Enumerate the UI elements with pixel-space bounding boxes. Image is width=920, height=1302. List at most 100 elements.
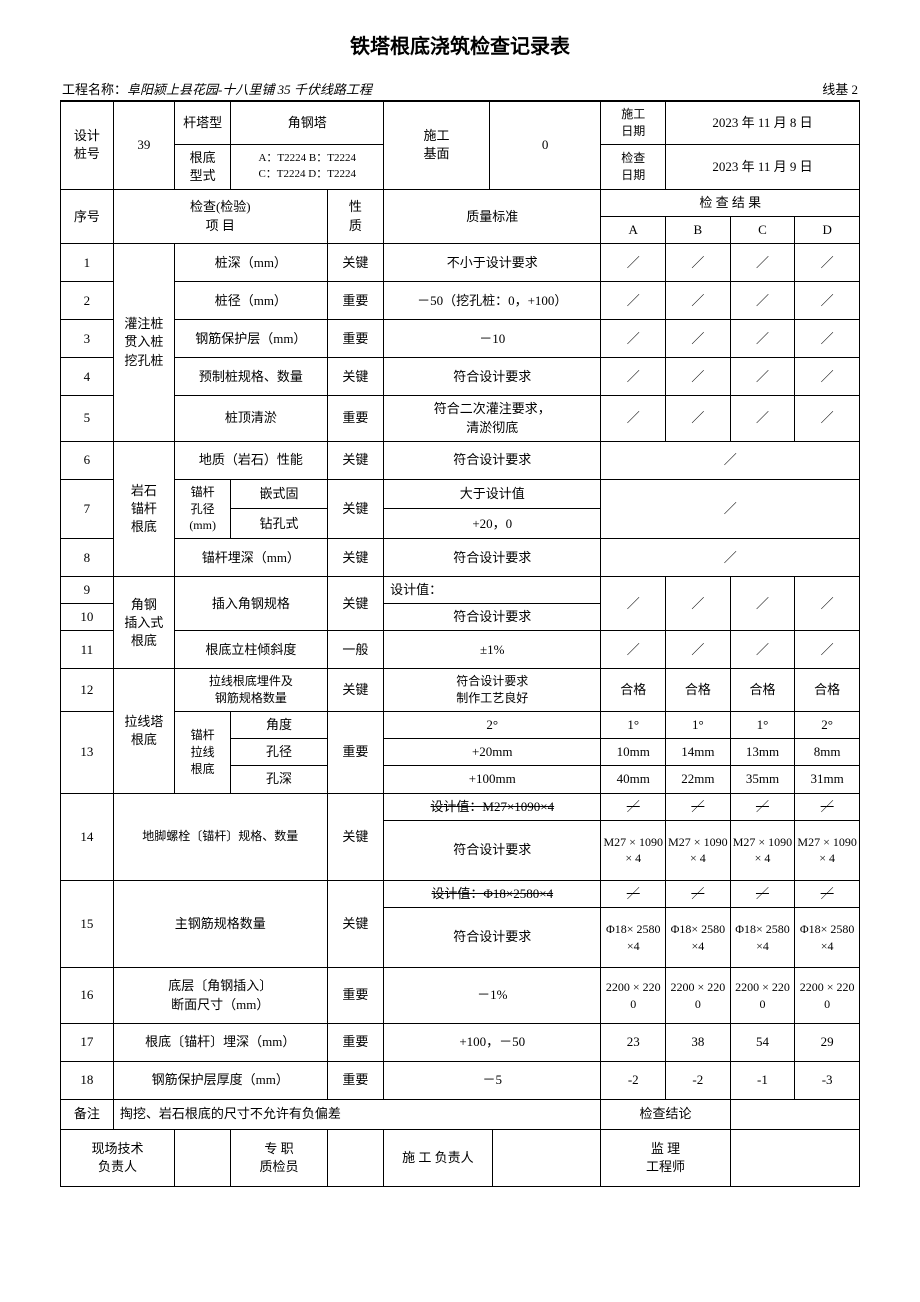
r6-n: 6 [61, 441, 114, 479]
cat-wire: 拉线塔 根底 [113, 669, 174, 793]
r15-std: 符合设计要求 [384, 908, 601, 968]
r4-std: 符合设计要求 [384, 358, 601, 396]
r13-depth-a: 40mm [601, 766, 666, 793]
r18-std: －5 [384, 1062, 601, 1100]
notes-label: 备注 [61, 1100, 114, 1130]
hdr-B: B [666, 217, 731, 244]
r13-angle-c: 1° [730, 712, 795, 739]
r13-angle-std: 2° [384, 712, 601, 739]
r9-std: 设计值： [384, 577, 601, 604]
r18-d: -3 [795, 1062, 860, 1100]
r13-diam-b: 14mm [666, 739, 731, 766]
r14-std-strike: 设计值：M27×1090×4 [384, 793, 601, 820]
base-type-label: 根底 型式 [174, 144, 230, 189]
r4-b: ／ [666, 358, 731, 396]
hdr-D: D [795, 217, 860, 244]
r11-std: ±1% [384, 631, 601, 669]
conclusion-label: 检查结论 [601, 1100, 730, 1130]
r15-d-strike: ／ [795, 880, 860, 907]
sig-supervisor-label: 监 理 工程师 [601, 1130, 730, 1187]
r11-a: ／ [601, 631, 666, 669]
r14-a: M27 × 1090 × 4 [601, 820, 666, 880]
r15-n: 15 [61, 880, 114, 967]
r13-depth-item: 孔深 [231, 766, 327, 793]
r3-n: 3 [61, 320, 114, 358]
construction-base-value: 0 [489, 102, 601, 190]
r12-item: 拉线根底埋件及 钢筋规格数量 [174, 669, 327, 712]
r17-n: 17 [61, 1024, 114, 1062]
r14-c-strike: ／ [730, 793, 795, 820]
r10-item: 插入角钢规格 [174, 577, 327, 631]
r4-item: 预制桩规格、数量 [174, 358, 327, 396]
r7-n: 7 [61, 479, 114, 538]
sig-qc-value [327, 1130, 383, 1187]
notes-text: 掏挖、岩石根底的尺寸不允许有负偏差 [113, 1100, 601, 1130]
r14-b-strike: ／ [666, 793, 731, 820]
r1-item: 桩深（mm） [174, 244, 327, 282]
r2-nat: 重要 [327, 282, 383, 320]
r2-d: ／ [795, 282, 860, 320]
r4-n: 4 [61, 358, 114, 396]
r12-d: 合格 [795, 669, 860, 712]
r10-d: ／ [795, 577, 860, 631]
r14-item: 地脚螺栓〔锚杆〕规格、数量 [113, 793, 327, 880]
r10-std: 符合设计要求 [384, 604, 601, 631]
design-pile-label: 设计 桩号 [61, 102, 114, 190]
project-name: 阜阳颍上县花园-十八里铺 35 千伏线路工程 [127, 82, 372, 97]
r17-b: 38 [666, 1024, 731, 1062]
r15-nat: 关键 [327, 880, 383, 967]
r17-a: 23 [601, 1024, 666, 1062]
r2-std: －50（挖孔桩：0，+100） [384, 282, 601, 320]
construction-base-label: 施工 基面 [384, 102, 490, 190]
r1-c: ／ [730, 244, 795, 282]
pole-type-label: 杆塔型 [174, 102, 230, 145]
cat-angle: 角钢 插入式 根底 [113, 577, 174, 669]
construction-date-value: 2023 年 11 月 8 日 [666, 102, 860, 145]
hdr-A: A [601, 217, 666, 244]
r11-c: ／ [730, 631, 795, 669]
r12-std: 符合设计要求 制作工艺良好 [384, 669, 601, 712]
r13-depth-b: 22mm [666, 766, 731, 793]
r15-a: Φ18× 2580 ×4 [601, 908, 666, 968]
r18-b: -2 [666, 1062, 731, 1100]
r17-nat: 重要 [327, 1024, 383, 1062]
r7-item-b: 钻孔式 [231, 509, 327, 539]
r1-a: ／ [601, 244, 666, 282]
r13-depth-d: 31mm [795, 766, 860, 793]
r7-nat: 关键 [327, 479, 383, 538]
r11-item: 根底立柱倾斜度 [174, 631, 327, 669]
r6-item: 地质（岩石）性能 [174, 441, 327, 479]
r16-b: 2200 × 2200 [666, 968, 731, 1024]
r18-a: -2 [601, 1062, 666, 1100]
r12-n: 12 [61, 669, 114, 712]
header-line: 工程名称：阜阳颍上县花园-十八里铺 35 千伏线路工程 线基 2 [60, 79, 860, 101]
r6-res: ／ [601, 441, 860, 479]
r7-item-t: 嵌式固 [231, 479, 327, 509]
r17-std: +100，－50 [384, 1024, 601, 1062]
hdr-quality-std: 质量标准 [384, 189, 601, 243]
r2-item: 桩径（mm） [174, 282, 327, 320]
construction-date-label: 施工 日期 [601, 102, 666, 145]
r13-angle-a: 1° [601, 712, 666, 739]
design-pile-value: 39 [113, 102, 174, 190]
r11-n: 11 [61, 631, 114, 669]
r14-b: M27 × 1090 × 4 [666, 820, 731, 880]
r10-a: ／ [601, 577, 666, 631]
r2-b: ／ [666, 282, 731, 320]
r13-nat: 重要 [327, 712, 383, 794]
r14-d: M27 × 1090 × 4 [795, 820, 860, 880]
r17-d: 29 [795, 1024, 860, 1062]
anchor-sub: 锚杆 拉线 根底 [174, 712, 230, 794]
r5-nat: 重要 [327, 396, 383, 441]
hdr-C: C [730, 217, 795, 244]
r5-item: 桩顶清淤 [174, 396, 327, 441]
top-info-table: 设计 桩号 39 杆塔型 角钢塔 施工 基面 0 施工 日期 2023 年 11… [60, 101, 860, 190]
r10-nat: 关键 [327, 577, 383, 631]
r9-n: 9 [61, 577, 114, 604]
r14-d-strike: ／ [795, 793, 860, 820]
r5-a: ／ [601, 396, 666, 441]
r16-n: 16 [61, 968, 114, 1024]
base-type-value: A：T2224 B：T2224 C：T2224 D：T2224 [231, 144, 384, 189]
r16-std: －1% [384, 968, 601, 1024]
pole-type-value: 角钢塔 [231, 102, 384, 145]
